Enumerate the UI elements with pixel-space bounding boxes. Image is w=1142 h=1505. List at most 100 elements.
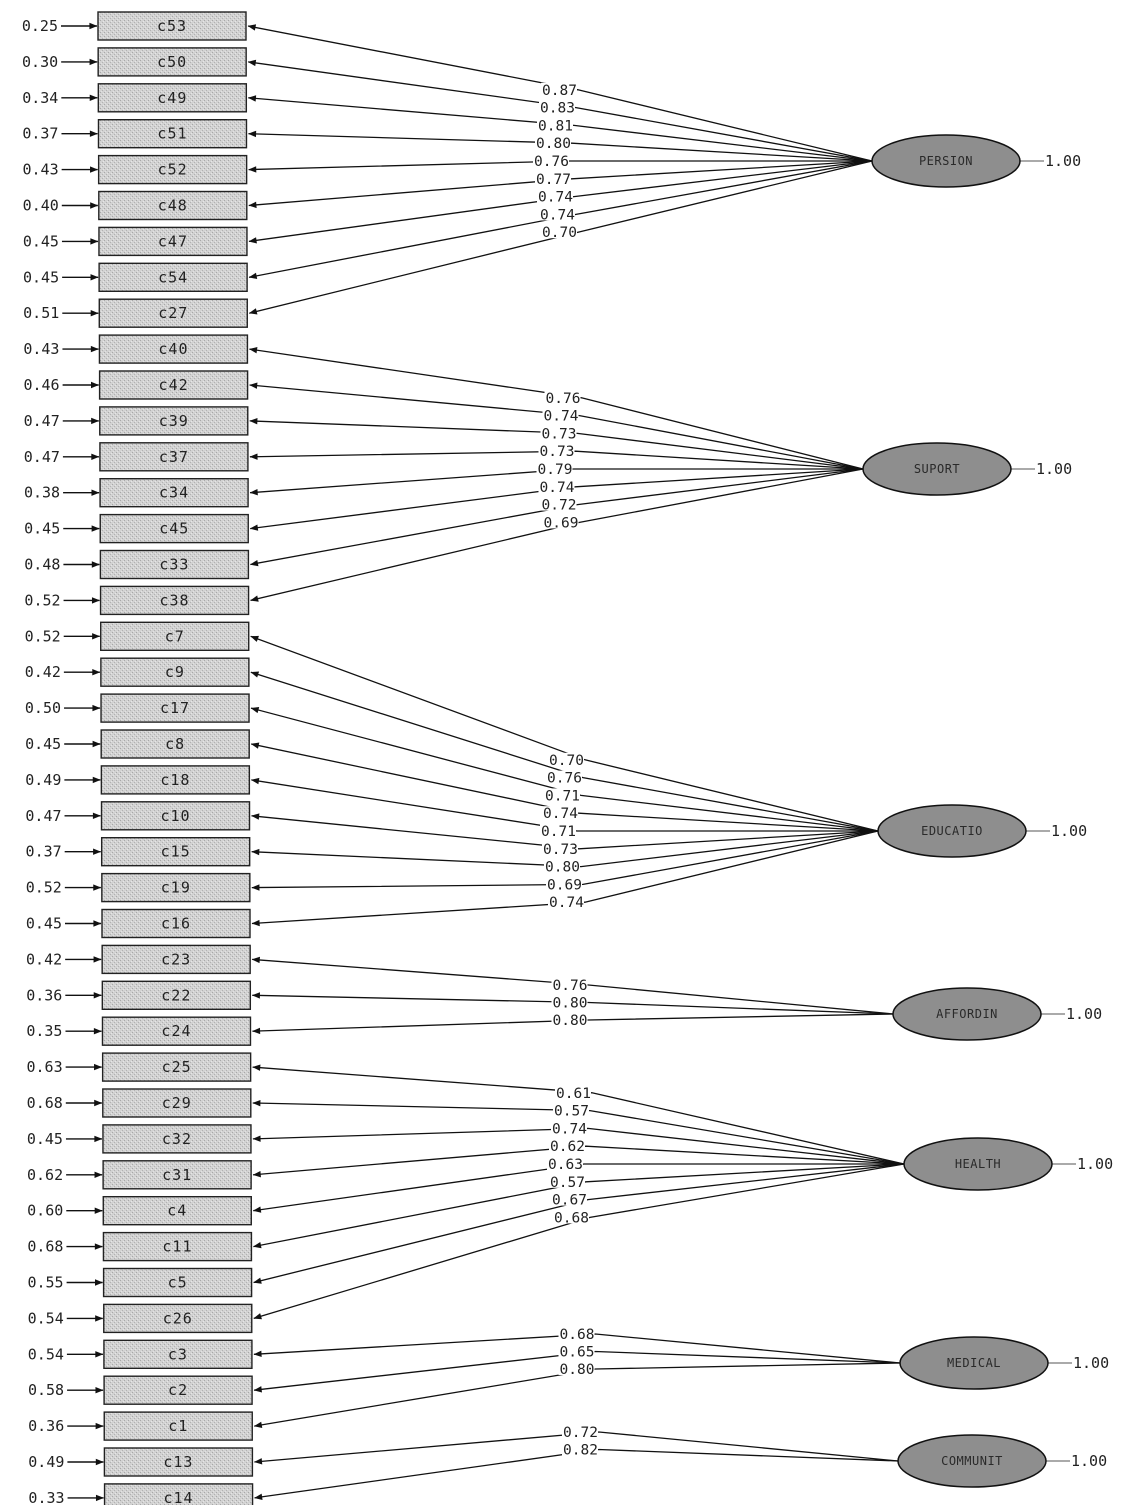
latent-factor-ellipse: [903, 1137, 1053, 1191]
factor-loading-path: [250, 671, 879, 832]
factor-loading-path: [251, 830, 879, 891]
factor-loading-path: [248, 160, 873, 244]
loading-label-bg: [558, 1327, 595, 1340]
indicator-label: c31: [162, 1166, 192, 1184]
factor-loading-path: [249, 347, 864, 470]
error-variance-label: 0.25: [22, 17, 58, 35]
factor-loading-path: [247, 59, 873, 162]
indicator-label: c32: [162, 1130, 192, 1148]
factor-loading-label: 0.80: [553, 996, 588, 1012]
loading-label-bg: [551, 1192, 587, 1206]
error-variance-label: 0.43: [23, 161, 59, 179]
indicator-label: c11: [162, 1238, 192, 1256]
factor-loading-label: 0.82: [563, 1443, 598, 1459]
indicator-box: [102, 1267, 253, 1298]
loading-label-bg: [553, 1103, 589, 1117]
factor-loading-path: [249, 382, 864, 470]
factor-loading-label: 0.57: [550, 1175, 585, 1191]
factor-variance-label: 1.00: [1036, 460, 1072, 478]
indicator-label: c50: [157, 53, 187, 71]
loading-label-bg: [555, 1085, 591, 1099]
loading-label-bg: [538, 444, 575, 458]
loading-label-bg: [548, 895, 584, 909]
factor-loading-label: 0.61: [556, 1086, 591, 1102]
factor-loading-label: 0.71: [541, 824, 576, 840]
factor-loading-path: [248, 160, 873, 209]
factor-variance-label: 1.00: [1077, 1155, 1113, 1173]
error-variance-label: 0.45: [23, 232, 59, 250]
factor-loading-label: 0.87: [542, 83, 577, 99]
indicator-label: c29: [162, 1094, 192, 1112]
factor-loading-label: 0.65: [560, 1345, 595, 1361]
loading-label-bg: [544, 859, 580, 873]
factor-loading-path: [249, 450, 864, 470]
indicator-label: c33: [159, 556, 189, 574]
factor-loading-label: 0.63: [548, 1157, 583, 1173]
indicator-box: [100, 657, 250, 687]
factor-loading-label: 0.69: [547, 877, 582, 893]
latent-factor-label: MEDICAL: [947, 1356, 1001, 1370]
indicator-box: [102, 1088, 252, 1118]
loading-label-bg: [535, 136, 571, 150]
error-variance-label: 0.40: [23, 197, 59, 215]
factor-loading-label: 0.76: [547, 771, 582, 787]
loading-label-bg: [537, 189, 573, 203]
factor-loading-label: 0.80: [553, 1013, 588, 1029]
indicator-label: c51: [157, 125, 187, 143]
error-variance-label: 0.45: [25, 735, 61, 753]
indicator-box: [103, 1375, 253, 1405]
loading-label-bg: [542, 515, 579, 529]
error-variance-label: 0.45: [24, 520, 60, 538]
factor-loading-path: [249, 417, 864, 470]
indicator-label: c26: [163, 1309, 193, 1327]
indicator-box: [99, 549, 250, 580]
factor-loading-label: 0.79: [538, 462, 573, 478]
error-variance-label: 0.42: [25, 663, 61, 681]
factor-loading-path: [251, 830, 879, 927]
factor-loading-label: 0.74: [549, 895, 584, 911]
factor-loading-label: 0.83: [540, 101, 575, 117]
factor-loading-label: 0.68: [554, 1210, 589, 1226]
loading-label-bg: [546, 770, 582, 784]
factor-loading-path: [252, 1013, 894, 1035]
factor-loading-path: [253, 1163, 905, 1320]
error-variance-label: 0.54: [28, 1345, 64, 1363]
indicator-box: [102, 1124, 252, 1154]
loading-label-bg: [535, 171, 571, 185]
latent-factor-ellipse: [871, 134, 1021, 188]
factor-loading-label: 0.80: [560, 1362, 595, 1378]
indicator-label: c9: [165, 663, 185, 681]
factor-variance-label: 1.00: [1045, 152, 1081, 170]
latent-factor-ellipse: [862, 442, 1012, 496]
factor-variance-label: 1.00: [1071, 1452, 1107, 1470]
indicator-label: c18: [160, 771, 190, 789]
factor-loading-path: [248, 160, 872, 173]
indicator-label: c5: [168, 1274, 188, 1292]
factor-loading-label: 0.76: [534, 154, 569, 170]
error-variance-label: 0.48: [24, 556, 60, 574]
loading-label-bg: [537, 118, 573, 132]
indicator-label: c16: [161, 915, 191, 933]
factor-loading-label: 0.74: [540, 207, 575, 223]
error-variance-label: 0.37: [22, 125, 58, 143]
factor-loading-path: [249, 468, 864, 531]
indicator-box: [97, 83, 248, 113]
factor-loading-path: [252, 1064, 905, 1165]
indicator-label: c39: [159, 412, 189, 430]
factor-variance-label: 1.00: [1073, 1354, 1109, 1372]
factor-loading-label: 0.80: [545, 860, 580, 876]
latent-factor-label: SUPORT: [914, 462, 960, 476]
factor-loading-label: 0.74: [552, 1121, 587, 1137]
latent-factor-label: PERSION: [919, 154, 973, 168]
factor-loading-path: [250, 742, 879, 832]
loading-label-bg: [549, 1174, 585, 1188]
loading-label-bg: [540, 426, 577, 440]
indicator-label: c23: [161, 950, 191, 968]
loading-label-bg: [542, 408, 579, 422]
factor-loading-label: 0.72: [542, 498, 577, 514]
loading-label-bg: [551, 1121, 587, 1135]
factor-loading-path: [250, 468, 864, 567]
latent-factor-label: EDUCATIO: [921, 824, 983, 838]
error-variance-label: 0.45: [23, 268, 59, 286]
